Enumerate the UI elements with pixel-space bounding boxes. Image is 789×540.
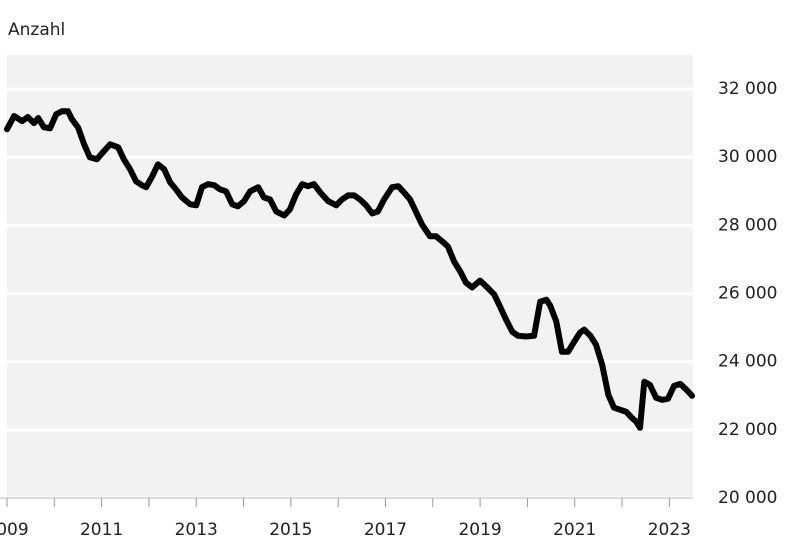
y-tick-label: 32 000 <box>718 79 777 99</box>
x-tick-label: 2021 <box>553 520 596 540</box>
y-tick-label: 24 000 <box>718 352 777 372</box>
x-tick-label: 2019 <box>458 520 501 540</box>
plot-background <box>7 55 693 498</box>
x-tick-label: 2011 <box>80 520 123 540</box>
y-axis-label: Anzahl <box>8 20 65 40</box>
y-tick-label: 26 000 <box>718 284 777 304</box>
x-tick-label: 2017 <box>364 520 407 540</box>
y-tick-label: 28 000 <box>718 215 777 235</box>
x-tick-label: 2023 <box>648 520 691 540</box>
y-tick-label: 20 000 <box>718 488 777 508</box>
y-tick-label: 22 000 <box>718 420 777 440</box>
x-tick-label: 2015 <box>269 520 312 540</box>
data-line <box>4 108 696 431</box>
x-tick-label: 2013 <box>175 520 218 540</box>
y-tick-label: 30 000 <box>718 147 777 167</box>
x-tick-label: 2009 <box>0 520 29 540</box>
